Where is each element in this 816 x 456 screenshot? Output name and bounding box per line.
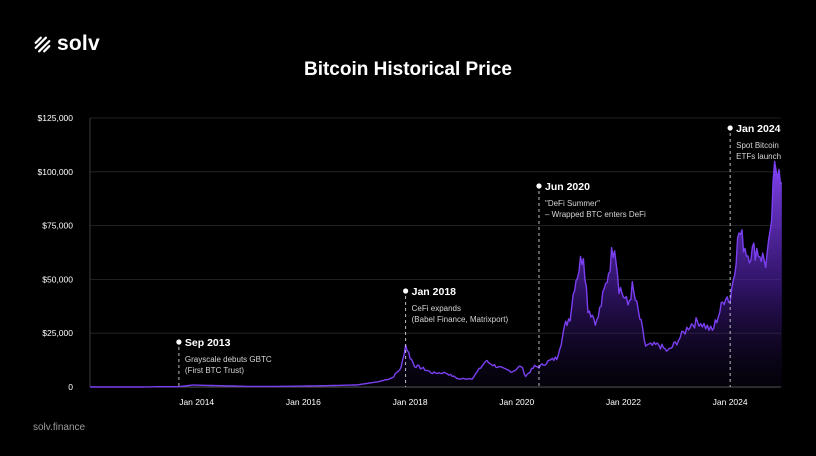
footer-url: solv.finance	[33, 422, 86, 433]
x-tick-label: Jan 2022	[606, 397, 641, 407]
brand-logo: solv	[34, 32, 100, 56]
solv-logo-icon	[34, 36, 51, 52]
annotation-text: "DeFi Summer"	[545, 199, 600, 208]
annotation-dot	[536, 183, 542, 189]
x-tick-label: Jan 2014	[179, 397, 214, 407]
x-tick-label: Jan 2018	[393, 397, 428, 407]
y-tick-label: $125,000	[38, 113, 74, 123]
brand-name: solv	[57, 32, 100, 55]
chart-title: Bitcoin Historical Price	[303, 59, 512, 80]
x-tick-label: Jan 2016	[286, 397, 321, 407]
annotation-text: CeFi expands	[412, 304, 461, 313]
y-tick-label: $75,000	[42, 221, 73, 231]
annotation-date: Jan 2018	[412, 286, 457, 298]
annotation-date: Jun 2020	[545, 181, 590, 193]
y-tick-label: $25,000	[42, 328, 73, 338]
annotation-text: – Wrapped BTC enters DeFi	[545, 210, 646, 219]
annotation-text: Grayscale debuts GBTC	[185, 355, 272, 364]
annotation-text: (First BTC Trust)	[185, 366, 244, 375]
annotation-text: Spot Bitcoin	[736, 141, 779, 150]
x-tick-label: Jan 2024	[713, 397, 748, 407]
annotation-dot	[176, 339, 182, 345]
annotation-dot	[403, 288, 409, 294]
annotation-text: ETFs launch	[736, 152, 781, 161]
annotation-dot	[727, 125, 733, 131]
x-tick-label: Jan 2020	[499, 397, 534, 407]
y-tick-label: $100,000	[38, 167, 74, 177]
y-tick-label: 0	[68, 382, 73, 392]
price-area-fill	[90, 161, 782, 387]
price-line	[90, 160, 783, 388]
annotation-date: Sep 2013	[185, 337, 231, 349]
annotation-text: (Babel Finance, Matrixport)	[412, 315, 509, 324]
y-tick-label: $50,000	[42, 274, 73, 284]
annotation-date: Jan 2024	[736, 123, 781, 135]
